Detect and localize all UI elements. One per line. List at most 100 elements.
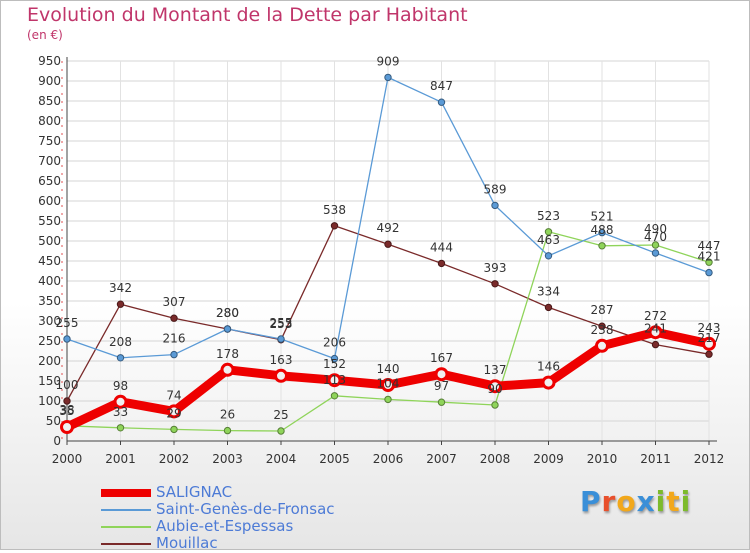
data-label-aubie-et-espessas-2002: 29 xyxy=(166,406,181,420)
data-point-saint-genes-de-fronsac-2002 xyxy=(170,350,178,359)
proxiti-logo-letter: i xyxy=(655,485,667,518)
data-point-aubie-et-espessas-2011 xyxy=(651,241,660,249)
data-label-salignac-2001: 98 xyxy=(113,379,128,393)
data-label-salignac-2000: 35 xyxy=(59,404,74,418)
data-point-aubie-et-espessas-2009 xyxy=(544,228,553,236)
y-tick-label-200: 200 xyxy=(38,354,61,368)
data-point-saint-genes-de-fronsac-2000 xyxy=(63,335,71,343)
data-point-salignac-2006 xyxy=(381,378,395,392)
y-tick-label-500: 500 xyxy=(38,234,61,248)
data-point-saint-genes-de-fronsac-2008 xyxy=(491,201,499,210)
proxiti-logo-letter: o xyxy=(616,485,637,518)
data-label-mouillac-2003: 280 xyxy=(216,306,239,320)
data-label-aubie-et-espessas-2009: 523 xyxy=(537,209,560,223)
data-point-mouillac-2008 xyxy=(491,280,499,288)
data-label-salignac-2010: 238 xyxy=(591,323,614,337)
data-point-salignac-2000 xyxy=(60,420,74,434)
data-label-salignac-2009: 146 xyxy=(537,360,560,374)
y-tick-label-800: 800 xyxy=(38,114,61,128)
data-label-aubie-et-espessas-2000: 38 xyxy=(59,403,74,417)
y-tick-label-900: 900 xyxy=(38,74,61,88)
axis-layer: 0501001502002503003504004505005506006507… xyxy=(38,54,724,466)
y-tick-label-850: 850 xyxy=(38,94,61,108)
proxiti-logo: Proxiti xyxy=(580,485,691,518)
x-tick-label-2002: 2002 xyxy=(159,452,190,466)
data-label-aubie-et-espessas-2005: 113 xyxy=(323,373,346,387)
x-tick-label-2000: 2000 xyxy=(52,452,83,466)
data-point-salignac-2011 xyxy=(648,325,663,340)
y-tick-label-700: 700 xyxy=(38,154,61,168)
data-label-salignac-2002: 74 xyxy=(166,388,181,402)
data-point-aubie-et-espessas-2004 xyxy=(277,427,285,435)
data-label-mouillac-2007: 444 xyxy=(430,240,453,254)
legend-label-saint-genes: Saint-Genès-de-Fronsac xyxy=(156,500,335,518)
data-label-mouillac-2000: 100 xyxy=(56,378,79,392)
proxiti-logo-letter: P xyxy=(580,485,602,518)
data-point-salignac-2004 xyxy=(274,368,288,383)
legend-label-salignac: SALIGNAC xyxy=(156,483,233,501)
data-label-salignac-2007: 167 xyxy=(430,351,453,365)
data-point-salignac-2010 xyxy=(595,338,609,353)
data-point-mouillac-2009 xyxy=(544,303,553,312)
data-point-mouillac-2000 xyxy=(63,397,71,405)
data-label-aubie-et-espessas-2010: 488 xyxy=(591,223,614,237)
data-label-saint-genes-de-fronsac-2003: 280 xyxy=(216,306,239,320)
data-label-aubie-et-espessas-2012: 447 xyxy=(698,239,721,253)
y-tick-label-550: 550 xyxy=(38,214,61,228)
y-tick-label-950: 950 xyxy=(38,54,61,68)
data-point-aubie-et-espessas-2008 xyxy=(491,401,499,409)
data-point-mouillac-2005 xyxy=(330,222,339,230)
data-point-salignac-2001 xyxy=(113,394,128,409)
data-label-salignac-2005: 152 xyxy=(323,357,346,371)
data-label-aubie-et-espessas-2004: 25 xyxy=(273,408,288,422)
data-label-saint-genes-de-fronsac-2009: 463 xyxy=(537,233,560,247)
data-label-saint-genes-de-fronsac-2011: 470 xyxy=(644,230,667,244)
data-point-salignac-2002 xyxy=(167,404,181,419)
data-label-mouillac-2004: 253 xyxy=(270,317,293,331)
data-label-salignac-2012: 243 xyxy=(698,321,721,335)
data-label-mouillac-2009: 334 xyxy=(537,284,560,298)
data-point-saint-genes-de-fronsac-2006 xyxy=(384,73,392,82)
data-point-mouillac-2012 xyxy=(705,350,713,358)
data-point-salignac-2009 xyxy=(541,375,556,390)
data-point-aubie-et-espessas-2007 xyxy=(437,398,446,406)
data-point-aubie-et-espessas-2003 xyxy=(223,426,232,435)
y-tick-label-50: 50 xyxy=(46,414,61,428)
data-point-saint-genes-de-fronsac-2011 xyxy=(651,249,660,257)
data-point-aubie-et-espessas-2012 xyxy=(705,258,713,266)
x-tick-label-2012: 2012 xyxy=(694,452,725,466)
data-point-salignac-2007 xyxy=(434,367,449,382)
data-point-aubie-et-espessas-2006 xyxy=(384,395,392,404)
data-point-mouillac-2007 xyxy=(437,259,446,268)
data-point-mouillac-2001 xyxy=(116,300,125,308)
data-point-salignac-2003 xyxy=(220,362,235,377)
y-tick-label-350: 350 xyxy=(38,294,61,308)
data-label-saint-genes-de-fronsac-2002: 216 xyxy=(163,332,186,346)
data-label-salignac-2003: 178 xyxy=(216,347,239,361)
x-tick-label-2005: 2005 xyxy=(319,452,350,466)
data-point-saint-genes-de-fronsac-2007 xyxy=(437,98,446,106)
legend-swatch-aubie xyxy=(101,526,151,528)
data-label-mouillac-2001: 342 xyxy=(109,281,132,295)
chart-title: Evolution du Montant de la Dette par Hab… xyxy=(27,4,468,26)
data-label-aubie-et-espessas-2001: 33 xyxy=(113,405,128,419)
data-label-mouillac-2011: 241 xyxy=(644,322,667,336)
data-point-saint-genes-de-fronsac-2003 xyxy=(223,325,232,333)
data-label-salignac-2006: 140 xyxy=(377,362,400,376)
data-label-saint-genes-de-fronsac-2006: 909 xyxy=(377,54,400,68)
data-label-mouillac-2005: 538 xyxy=(323,203,346,217)
proxiti-logo-letter: r xyxy=(601,485,617,518)
y-tick-label-150: 150 xyxy=(38,374,61,388)
y-tick-label-300: 300 xyxy=(38,314,61,328)
y-tick-label-400: 400 xyxy=(38,274,61,288)
value-label-layer: 1003423072802535384924443933342872412173… xyxy=(56,54,721,422)
data-label-saint-genes-de-fronsac-2000: 255 xyxy=(56,316,79,330)
x-tick-label-2003: 2003 xyxy=(212,452,243,466)
data-point-aubie-et-espessas-2005 xyxy=(330,392,339,400)
x-tick-label-2006: 2006 xyxy=(373,452,404,466)
data-point-salignac-2005 xyxy=(327,373,342,388)
data-label-aubie-et-espessas-2006: 104 xyxy=(377,376,400,390)
legend-swatch-saint-genes xyxy=(101,509,151,511)
